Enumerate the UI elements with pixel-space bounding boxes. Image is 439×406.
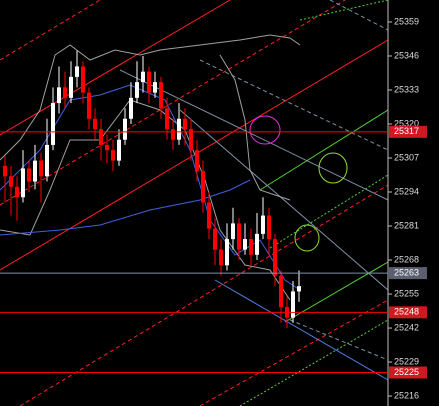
candle-body — [141, 71, 145, 83]
band-upper — [0, 34, 301, 161]
candle-body — [273, 239, 277, 276]
candle-body — [57, 87, 61, 104]
trend-line — [289, 319, 389, 361]
candle-body — [213, 228, 217, 250]
price-label-bg — [389, 366, 427, 379]
channel-line — [0, 39, 389, 271]
drawings — [0, 0, 389, 406]
y-tick-label: 25294 — [394, 186, 419, 196]
price-label: 25225 — [394, 367, 419, 377]
candle-body — [159, 82, 163, 109]
price-label-bg — [389, 125, 427, 138]
candle-body — [117, 139, 121, 161]
candle-body — [231, 223, 235, 240]
candle-body — [267, 215, 271, 240]
candle-body — [297, 286, 301, 292]
candle-body — [15, 186, 19, 198]
y-tick-label: 25229 — [394, 356, 419, 366]
candle-body — [189, 129, 193, 151]
price-label: 25317 — [394, 126, 419, 136]
candle-body — [105, 144, 109, 151]
candle-body — [99, 129, 103, 145]
trend-line — [214, 279, 389, 381]
candle-body — [279, 275, 283, 308]
y-tick-label: 25307 — [394, 152, 419, 162]
y-tick-label: 25268 — [394, 254, 419, 264]
candle-body — [9, 176, 13, 187]
candle-body — [129, 97, 133, 119]
candle-body — [177, 118, 181, 140]
candle-body — [225, 239, 229, 266]
y-tick-label: 25281 — [394, 220, 419, 230]
candle-body — [153, 82, 157, 93]
candle-body — [147, 71, 151, 93]
candle-body — [243, 239, 247, 250]
candle-body — [261, 215, 265, 234]
candle-body — [195, 150, 199, 172]
channel-line — [19, 184, 389, 406]
candle-body — [123, 118, 127, 140]
candle-body — [63, 87, 67, 98]
candle-body — [165, 108, 169, 130]
channel-line — [239, 319, 389, 406]
y-tick-label: 25359 — [394, 16, 419, 26]
candle-body — [81, 66, 85, 93]
price-label-bg — [389, 267, 427, 280]
candle-body — [111, 150, 115, 161]
channel-line — [0, 0, 101, 61]
y-tick-label: 25320 — [394, 118, 419, 128]
marker-ellipse — [318, 152, 348, 184]
candle-body — [93, 118, 97, 130]
channel-line — [299, 0, 389, 21]
candle-body — [207, 202, 211, 229]
price-label-bg — [389, 306, 427, 319]
band-lower — [0, 99, 291, 301]
candle-body — [201, 171, 205, 203]
y-tick-label: 25346 — [394, 50, 419, 60]
channel-line — [269, 174, 389, 249]
candle-body — [135, 82, 139, 98]
candle-body — [69, 76, 73, 98]
band-upper — [219, 54, 291, 201]
candle-body — [291, 291, 295, 318]
price-label: 25248 — [394, 307, 419, 317]
candle-body — [21, 168, 25, 198]
candle-body — [255, 233, 259, 255]
channel-line — [199, 299, 389, 406]
candle-body — [219, 249, 223, 266]
candle-body — [183, 118, 187, 130]
y-tick-label: 25216 — [394, 390, 419, 400]
candle-body — [87, 92, 91, 119]
candle-body — [171, 129, 175, 140]
y-tick-label: 25255 — [394, 288, 419, 298]
candle-body — [45, 144, 49, 177]
trend-line — [329, 0, 389, 31]
moving-average — [0, 179, 251, 236]
candle-body — [249, 239, 253, 255]
candle-body — [237, 223, 241, 250]
candle-body — [75, 66, 79, 77]
candle-body — [51, 103, 55, 145]
price-label: 25263 — [394, 267, 419, 277]
candle-body — [39, 160, 43, 177]
trend-line — [179, 109, 389, 291]
candle-body — [33, 160, 37, 182]
candle-body — [3, 165, 7, 177]
y-tick-label: 25242 — [394, 322, 419, 332]
channel-line — [259, 109, 389, 191]
marker-ellipse — [294, 224, 320, 252]
marker-ellipse — [249, 115, 281, 145]
candle-body — [27, 168, 31, 182]
y-tick-label: 25333 — [394, 84, 419, 94]
